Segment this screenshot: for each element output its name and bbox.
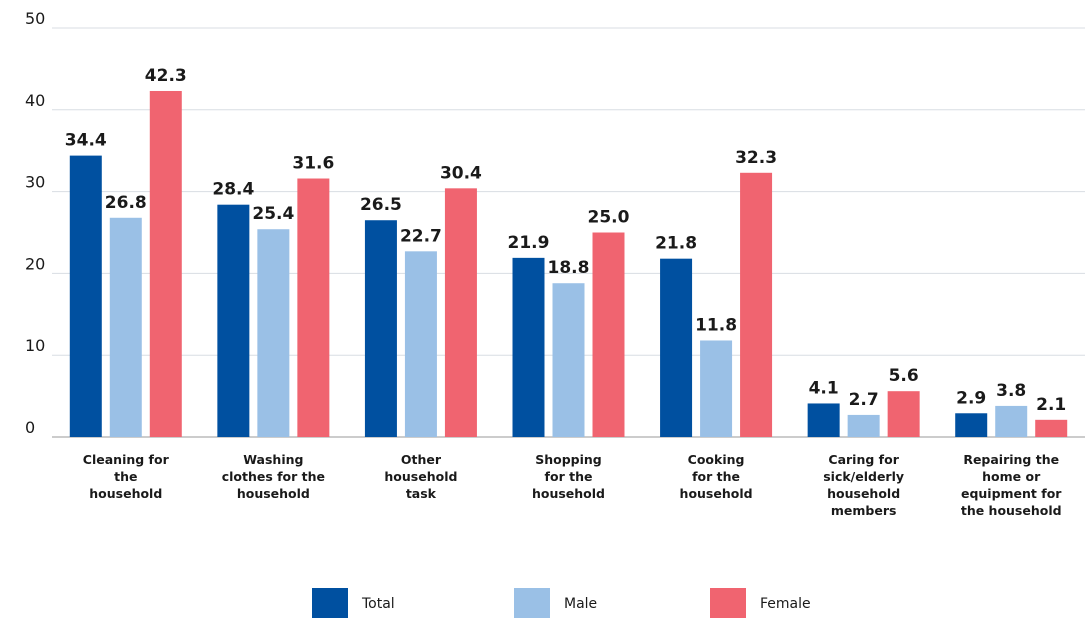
x-tick-line: household xyxy=(680,486,753,501)
value-label: 28.4 xyxy=(212,180,254,200)
x-tick-line: household xyxy=(237,486,310,501)
x-tick-line: Caring for xyxy=(828,452,899,467)
legend-label: Male xyxy=(564,596,597,612)
x-tick-label: Caring for sick/elderly household members xyxy=(823,452,904,518)
bar xyxy=(149,90,182,438)
value-label: 21.9 xyxy=(508,233,550,253)
x-tick-line: equipment for xyxy=(961,486,1062,501)
x-tick-line: the household xyxy=(961,503,1062,518)
bar xyxy=(847,414,880,437)
value-label: 22.7 xyxy=(400,226,442,246)
x-tick-line: members xyxy=(831,503,897,518)
value-label: 25.0 xyxy=(588,208,630,228)
value-label: 30.4 xyxy=(440,163,482,183)
x-tick-label: Other household task xyxy=(384,452,457,501)
bar xyxy=(592,232,625,437)
bar xyxy=(512,257,545,437)
value-label: 31.6 xyxy=(292,154,334,174)
bar xyxy=(1035,419,1068,437)
value-label: 2.1 xyxy=(1036,395,1066,415)
bar xyxy=(297,178,330,437)
value-label: 42.3 xyxy=(145,66,187,86)
bar xyxy=(700,340,733,437)
y-tick-label: 10 xyxy=(25,336,45,355)
x-tick-line: household xyxy=(384,469,457,484)
value-label: 4.1 xyxy=(809,378,839,398)
bar xyxy=(109,217,142,437)
x-tick-line: the xyxy=(114,469,137,484)
bar xyxy=(995,405,1028,437)
value-label: 18.8 xyxy=(548,258,590,278)
bar xyxy=(660,258,693,437)
x-tick-label: Cleaning for the household xyxy=(83,452,170,501)
x-tick-label: Repairing the home or equipment for the hou… xyxy=(961,452,1062,518)
value-label: 34.4 xyxy=(65,131,107,151)
bar xyxy=(217,204,250,437)
x-tick-label: Cooking for the household xyxy=(680,452,753,501)
bar xyxy=(807,403,840,437)
x-tick-label: Washing clothes for the household xyxy=(222,452,325,501)
value-label: 25.4 xyxy=(252,204,294,224)
x-tick-line: Other xyxy=(401,452,442,467)
x-tick-line: household xyxy=(89,486,162,501)
value-label: 2.7 xyxy=(849,390,879,410)
x-tick-line: sick/elderly xyxy=(823,469,904,484)
value-label: 26.5 xyxy=(360,195,402,215)
value-label: 21.8 xyxy=(655,234,697,254)
y-tick-label: 20 xyxy=(25,254,45,273)
value-label: 26.8 xyxy=(105,193,147,213)
bar xyxy=(887,391,920,437)
legend-label: Total xyxy=(361,596,395,612)
x-tick-line: for the xyxy=(545,469,593,484)
y-tick-label: 40 xyxy=(25,91,45,110)
y-tick-label: 0 xyxy=(25,418,35,437)
bar xyxy=(69,155,102,437)
y-tick-label: 50 xyxy=(25,9,45,28)
x-tick-line: for the xyxy=(692,469,740,484)
x-tick-line: task xyxy=(406,486,437,501)
x-tick-line: clothes for the xyxy=(222,469,325,484)
bar xyxy=(404,251,437,437)
value-label: 5.6 xyxy=(889,366,919,386)
x-tick-line: household xyxy=(532,486,605,501)
x-tick-line: Repairing the xyxy=(963,452,1059,467)
x-tick-line: Cooking xyxy=(688,452,745,467)
legend-swatch xyxy=(514,588,550,618)
y-tick-label: 30 xyxy=(25,173,45,192)
x-tick-line: Cleaning for xyxy=(83,452,170,467)
legend-swatch xyxy=(312,588,348,618)
value-label: 2.9 xyxy=(956,388,986,408)
legend-swatch xyxy=(710,588,746,618)
x-tick-line: Washing xyxy=(243,452,303,467)
x-tick-line: home or xyxy=(982,469,1041,484)
bar xyxy=(552,283,585,437)
x-tick-line: household xyxy=(827,486,900,501)
bar xyxy=(257,229,290,437)
x-tick-line: Shopping xyxy=(535,452,602,467)
bar xyxy=(364,220,397,437)
legend-label: Female xyxy=(760,596,811,612)
value-label: 32.3 xyxy=(735,148,777,168)
x-tick-label: Shopping for the household xyxy=(532,452,605,501)
bar xyxy=(740,172,773,437)
value-label: 11.8 xyxy=(695,315,737,335)
bar xyxy=(444,188,477,437)
value-label: 3.8 xyxy=(996,381,1026,401)
bar xyxy=(955,413,988,437)
